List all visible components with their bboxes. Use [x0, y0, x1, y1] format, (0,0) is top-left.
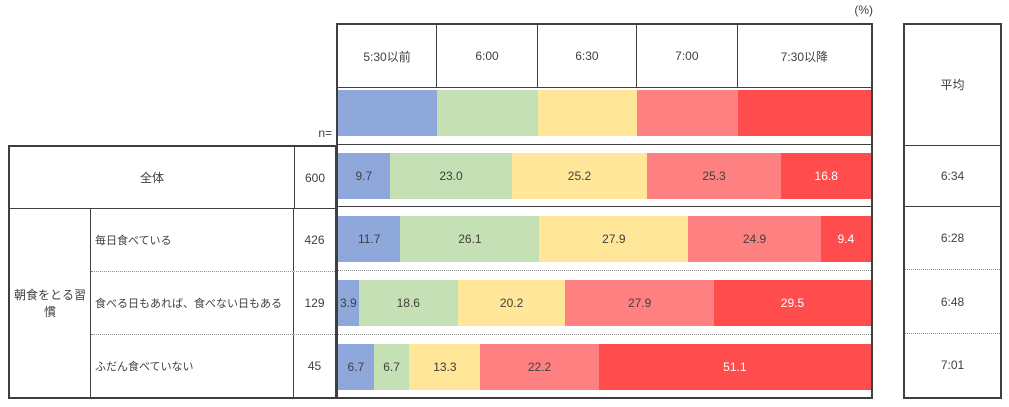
- bar-segment: 29.5: [713, 279, 871, 326]
- segment-value: 13.3: [433, 360, 457, 374]
- segment-value: 24.9: [742, 231, 767, 246]
- bar-segment: 13.3: [409, 344, 481, 390]
- segment-value: 3.9: [340, 295, 357, 310]
- bar-segment: 25.2: [512, 152, 647, 199]
- row-label: 毎日食べている: [91, 209, 294, 271]
- segment-value: 9.7: [355, 168, 373, 183]
- segment-value: 22.2: [527, 360, 552, 374]
- bar-segment: 9.7: [338, 152, 390, 199]
- average-value: 6:48: [905, 270, 1000, 334]
- group-label: 朝食をとる習慣: [10, 209, 91, 397]
- table-row: ふだん食べていない 45: [91, 335, 335, 397]
- bar-segment: 27.9: [565, 279, 714, 326]
- bar-segment: 27.9: [539, 215, 689, 262]
- bar-chart-table: 5:30以前 6:00 6:30 7:00 7:30以降 9.7 23.0 25…: [336, 23, 873, 399]
- bar-segment: 22.2: [480, 344, 599, 390]
- average-value: 6:34: [905, 146, 1000, 208]
- bar-segment: 24.9: [688, 215, 821, 262]
- segment-value: 9.4: [837, 231, 855, 246]
- bar-segment: 3.9: [338, 279, 359, 326]
- bar-segment: 16.8: [781, 152, 871, 199]
- n-equals-label: n=: [318, 126, 332, 140]
- bar-row: 11.7 26.1 27.9 24.9 9.4: [338, 207, 871, 271]
- average-table: 平均 6:34 6:28 6:48 7:01: [903, 23, 1002, 399]
- segment-value: 26.1: [458, 231, 482, 246]
- column-header: 7:00: [637, 25, 738, 87]
- row-n-total: 600: [304, 170, 326, 185]
- bar-segment: 6.7: [373, 344, 410, 390]
- segment-value: 6.7: [383, 360, 400, 374]
- category-table: 全体 600 朝食をとる習慣 毎日食べている 426 食べる日もあれば、食べない…: [8, 145, 337, 399]
- row-n: 45: [307, 359, 322, 373]
- bar-segment: 26.1: [400, 215, 540, 262]
- segment-value: 23.0: [439, 168, 463, 183]
- legend-swatch-green: [437, 90, 538, 136]
- row-n: 129: [304, 296, 325, 310]
- time-header-row: 5:30以前 6:00 6:30 7:00 7:30以降: [338, 25, 871, 88]
- legend-row: [338, 90, 871, 145]
- segment-value: 27.9: [627, 295, 652, 310]
- row-label: 食べる日もあれば、食べない日もある: [91, 272, 294, 334]
- segment-value: 29.5: [780, 295, 805, 310]
- segment-value: 25.2: [567, 168, 592, 183]
- row-label: ふだん食べていない: [91, 335, 294, 397]
- table-row: 食べる日もあれば、食べない日もある 129: [91, 272, 335, 335]
- segment-value: 20.2: [499, 295, 524, 310]
- bar-segment: 20.2: [457, 279, 566, 326]
- bar-segment: 11.7: [338, 215, 401, 262]
- table-row: 毎日食べている 426: [91, 209, 335, 272]
- segment-value: 25.3: [702, 168, 726, 183]
- bar-row-total: 9.7 23.0 25.2 25.3 16.8: [338, 145, 871, 207]
- average-header: 平均: [905, 25, 1000, 146]
- percent-unit-label: (%): [854, 3, 873, 17]
- column-header: 5:30以前: [338, 25, 438, 87]
- bar-segment: 23.0: [389, 152, 513, 199]
- bar-segment: 18.6: [358, 279, 458, 326]
- segment-value: 11.7: [357, 231, 381, 246]
- legend-swatch-salmon: [636, 90, 738, 136]
- segment-value: 51.1: [723, 360, 747, 374]
- average-value: 6:28: [905, 207, 1000, 271]
- row-n: 426: [304, 233, 325, 247]
- segment-value: 27.9: [602, 231, 626, 246]
- bar-segment: 25.3: [646, 152, 782, 199]
- stacked-bar: 6.7 6.7 13.3 22.2 51.1: [338, 344, 872, 390]
- legend-swatch-blue: [338, 90, 438, 136]
- group-area: 朝食をとる習慣 毎日食べている 426 食べる日もあれば、食べない日もある 12…: [10, 209, 335, 397]
- column-header: 6:30: [538, 25, 637, 87]
- bar-row: 6.7 6.7 13.3 22.2 51.1: [338, 335, 872, 399]
- stacked-bar: 11.7 26.1 27.9 24.9 9.4: [338, 215, 871, 262]
- segment-value: 6.7: [347, 360, 365, 374]
- bar-segment: 9.4: [820, 215, 871, 262]
- legend-swatch-red: [737, 90, 871, 136]
- bar-segment: 51.1: [598, 344, 872, 390]
- bar-row: 3.9 18.6 20.2 27.9 29.5: [338, 271, 871, 335]
- row-label-total: 全体: [10, 147, 295, 208]
- column-header: 7:30以降: [780, 49, 829, 64]
- stacked-bar: 9.7 23.0 25.2 25.3 16.8: [338, 152, 871, 199]
- legend-swatch-yellow: [537, 90, 637, 136]
- table-row-total: 全体 600: [10, 147, 335, 209]
- segment-value: 16.8: [814, 168, 838, 183]
- column-header: 6:00: [437, 25, 538, 87]
- legend-color-band: [338, 90, 871, 136]
- stacked-bar: 3.9 18.6 20.2 27.9 29.5: [338, 279, 871, 326]
- average-value: 7:01: [940, 358, 965, 373]
- segment-value: 18.6: [396, 295, 420, 310]
- bar-segment: 6.7: [338, 344, 374, 390]
